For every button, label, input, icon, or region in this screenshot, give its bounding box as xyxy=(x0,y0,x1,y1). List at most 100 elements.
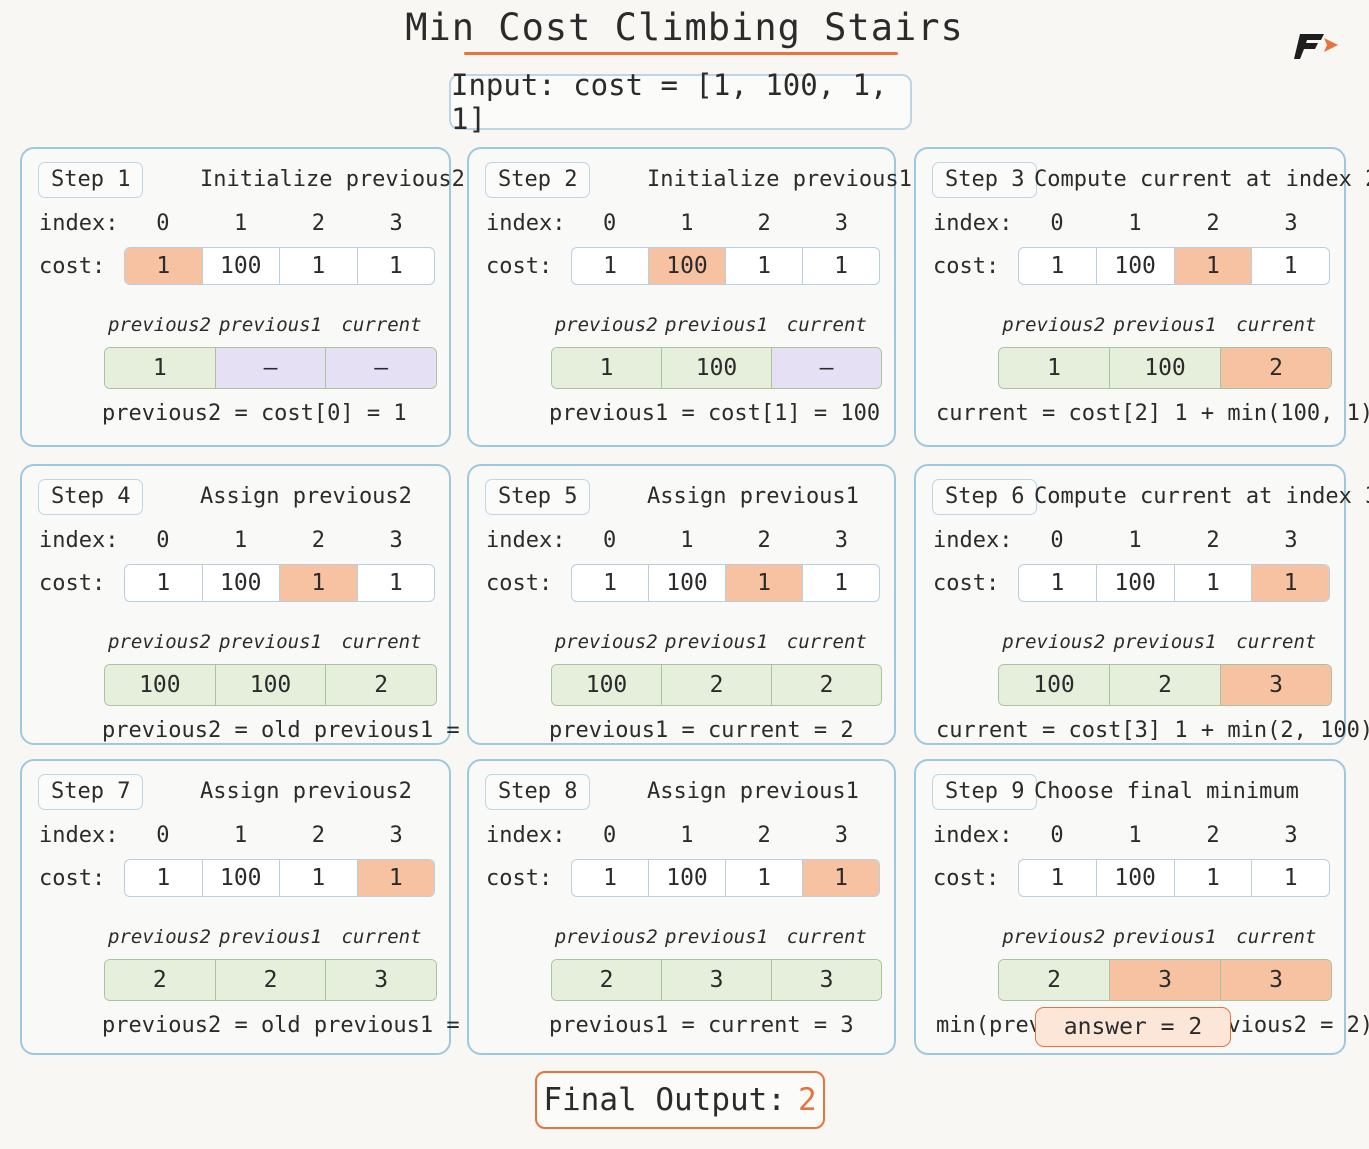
variable-value: 3 xyxy=(1221,960,1331,1000)
step-panel-9: Step 9 Choose final minimum index: 0 1 2 3 cost… xyxy=(914,759,1369,1055)
variable-label: previous2 xyxy=(108,631,211,653)
index-number: 1 xyxy=(1128,211,1142,236)
step-title: Assign previous2 xyxy=(200,484,412,509)
variable-label: previous1 xyxy=(219,314,322,336)
variable-value: 3 xyxy=(772,960,881,1000)
index-number: 1 xyxy=(234,211,248,236)
variable-value: – xyxy=(215,348,327,388)
variable-value: 3 xyxy=(1221,665,1331,705)
step-title: Compute current at index 2 xyxy=(1034,167,1369,192)
variable-value: 1 xyxy=(999,348,1110,388)
variable-label: previous2 xyxy=(1002,926,1106,948)
variable-value: 2 xyxy=(999,960,1110,1000)
step-badge: Step 5 xyxy=(485,479,591,515)
cost-array: 1 100 1 1 xyxy=(571,247,880,285)
step-badge: Step 2 xyxy=(485,162,591,198)
index-label: index: xyxy=(39,211,119,236)
variable-label: previous1 xyxy=(219,926,322,948)
index-label: index: xyxy=(486,211,566,236)
cost-label: cost: xyxy=(486,254,553,279)
cost-cell: 100 xyxy=(203,860,280,896)
formula-text: previous1 = cost[1] = 100 xyxy=(549,401,881,426)
variable-label: previous1 xyxy=(1113,631,1217,653)
step-title: Assign previous1 xyxy=(647,484,859,509)
index-number: 1 xyxy=(680,211,694,236)
variable-label: current xyxy=(1236,926,1317,948)
cost-label: cost: xyxy=(39,571,106,596)
variable-value: 2 xyxy=(326,665,436,705)
index-number: 0 xyxy=(1050,528,1064,553)
variable-label: previous2 xyxy=(108,314,211,336)
variable-value: 2 xyxy=(105,960,216,1000)
variable-label: current xyxy=(341,631,422,653)
cost-cell: 100 xyxy=(649,860,726,896)
variable-label: previous2 xyxy=(1002,314,1106,336)
index-number: 0 xyxy=(1050,823,1064,848)
index-number: 2 xyxy=(757,211,771,236)
step-formula: previous2 = cost[0] = 1 xyxy=(102,399,407,429)
step-badge: Step 9 xyxy=(932,774,1038,810)
cost-array: 1 100 1 1 xyxy=(124,859,435,897)
step-panel-7: Step 7 Assign previous2 index: 0 1 2 3 cost: 1 10… xyxy=(20,759,486,1055)
variable-labels: previous2 previous1 current xyxy=(104,314,437,336)
index-number: 0 xyxy=(603,211,617,236)
step-formula: current = cost[3] 1 + min(2, 100) = 3 xyxy=(936,716,1369,746)
variable-value: 3 xyxy=(1110,960,1221,1000)
variable-label: current xyxy=(341,314,422,336)
step-title: Assign previous1 xyxy=(647,779,859,804)
variable-label: current xyxy=(341,926,422,948)
step-panel-8: Step 8 Assign previous1 index: 0 1 2 3 cost: 1 10… xyxy=(467,759,896,1055)
variable-value: 3 xyxy=(326,960,436,1000)
cost-cell: 1 xyxy=(726,565,803,601)
cost-cell: 1 xyxy=(125,565,203,601)
step-formula: current = cost[2] 1 + min(100, 1) = 2 xyxy=(936,399,1369,429)
step-panel-3: Step 3 Compute current at index 2 index: 0 1… xyxy=(914,147,1369,447)
variable-label: previous2 xyxy=(554,314,658,336)
cost-label: cost: xyxy=(39,254,106,279)
cost-cell: 1 xyxy=(572,860,649,896)
step-title: Initialize previous2 xyxy=(200,167,465,192)
formula-text: current = cost[2] 1 + min(100, 1) = xyxy=(936,401,1369,426)
index-number: 3 xyxy=(1284,528,1298,553)
variable-labels: previous2 previous1 current xyxy=(104,926,437,948)
variable-label: current xyxy=(1236,314,1317,336)
step-title: Initialize previous1 xyxy=(647,167,912,192)
index-number: 1 xyxy=(1128,528,1142,553)
variable-labels: previous2 previous1 current xyxy=(998,314,1332,336)
variable-value: 100 xyxy=(552,665,662,705)
step-formula: previous1 = cost[1] = 100 xyxy=(549,399,880,429)
cost-cell: 1 xyxy=(1283,253,1298,279)
variable-labels: previous2 previous1 current xyxy=(551,631,882,653)
variable-value: 3 xyxy=(662,960,772,1000)
variable-value: 100 xyxy=(662,348,772,388)
index-number: 3 xyxy=(389,211,403,236)
cost-cell: 1 xyxy=(280,860,358,896)
cost-cell: 100 xyxy=(1097,565,1175,601)
index-number: 3 xyxy=(389,823,403,848)
cost-label: cost: xyxy=(486,866,553,891)
step-badge: Step 7 xyxy=(38,774,144,810)
variable-label: previous2 xyxy=(554,926,658,948)
index-label: index: xyxy=(486,528,566,553)
cost-cell: 1 xyxy=(726,248,803,284)
cost-array: 1 100 1 1 xyxy=(124,564,435,602)
index-number: 2 xyxy=(311,823,325,848)
variable-label: previous1 xyxy=(665,631,768,653)
cost-cell: 1 xyxy=(388,570,403,596)
page-title: Min Cost Climbing Stairs xyxy=(405,6,964,49)
variable-values: 1 100– xyxy=(551,347,882,389)
cost-cell: 1 xyxy=(280,565,358,601)
step-panel-6: Step 6 Compute current at index 3 index: 0 1… xyxy=(914,464,1369,745)
cost-cell: 1 xyxy=(125,860,203,896)
cost-cell: 100 xyxy=(649,248,726,284)
cost-cell: 100 xyxy=(203,248,280,284)
brand-logo-icon xyxy=(1294,34,1338,59)
step-badge: Step 4 xyxy=(38,479,144,515)
cost-cell: 100 xyxy=(203,565,280,601)
step-badge: Step 1 xyxy=(38,162,144,198)
index-number: 0 xyxy=(603,823,617,848)
index-number: 3 xyxy=(1284,211,1298,236)
answer-box: answer = 2 xyxy=(1035,1007,1231,1047)
